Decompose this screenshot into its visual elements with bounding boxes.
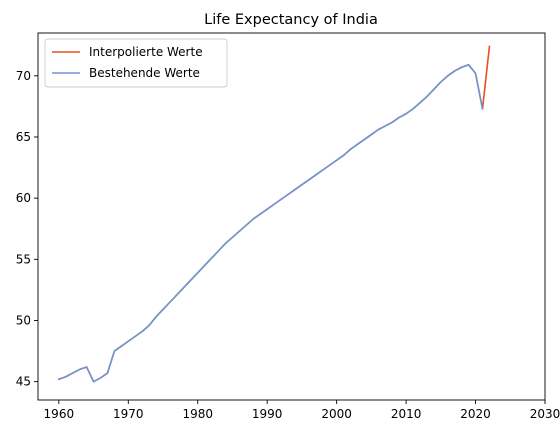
series-line-2 — [57, 64, 484, 383]
legend-label-1: Interpolierte Werte — [89, 45, 203, 59]
x-tick-label: 2020 — [460, 407, 491, 421]
y-tick-label: 45 — [16, 375, 31, 389]
y-tick-label: 70 — [16, 69, 31, 83]
x-tick-label: 2000 — [321, 407, 352, 421]
x-axis: 1960 1970 1980 1990 2000 2010 2020 2030 — [44, 400, 560, 421]
x-tick-label: 1990 — [252, 407, 283, 421]
legend-label-2: Bestehende Werte — [89, 66, 200, 80]
y-tick-label: 55 — [16, 252, 31, 266]
x-tick-label: 1960 — [44, 407, 75, 421]
y-tick-label: 60 — [16, 191, 31, 205]
x-tick-label: 2030 — [530, 407, 560, 421]
x-tick-label: 1970 — [113, 407, 144, 421]
y-axis: 45 50 55 60 65 70 — [16, 69, 38, 389]
y-tick-label: 65 — [16, 130, 31, 144]
x-tick-label: 2010 — [391, 407, 422, 421]
legend: Interpolierte Werte Bestehende Werte — [44, 38, 228, 88]
y-tick-label: 50 — [16, 313, 31, 327]
plot-area — [37, 32, 546, 401]
axes-frame — [37, 32, 546, 401]
chart-title: Life Expectancy of India — [204, 12, 378, 28]
legend-box — [44, 38, 228, 88]
x-tick-label: 1980 — [182, 407, 213, 421]
